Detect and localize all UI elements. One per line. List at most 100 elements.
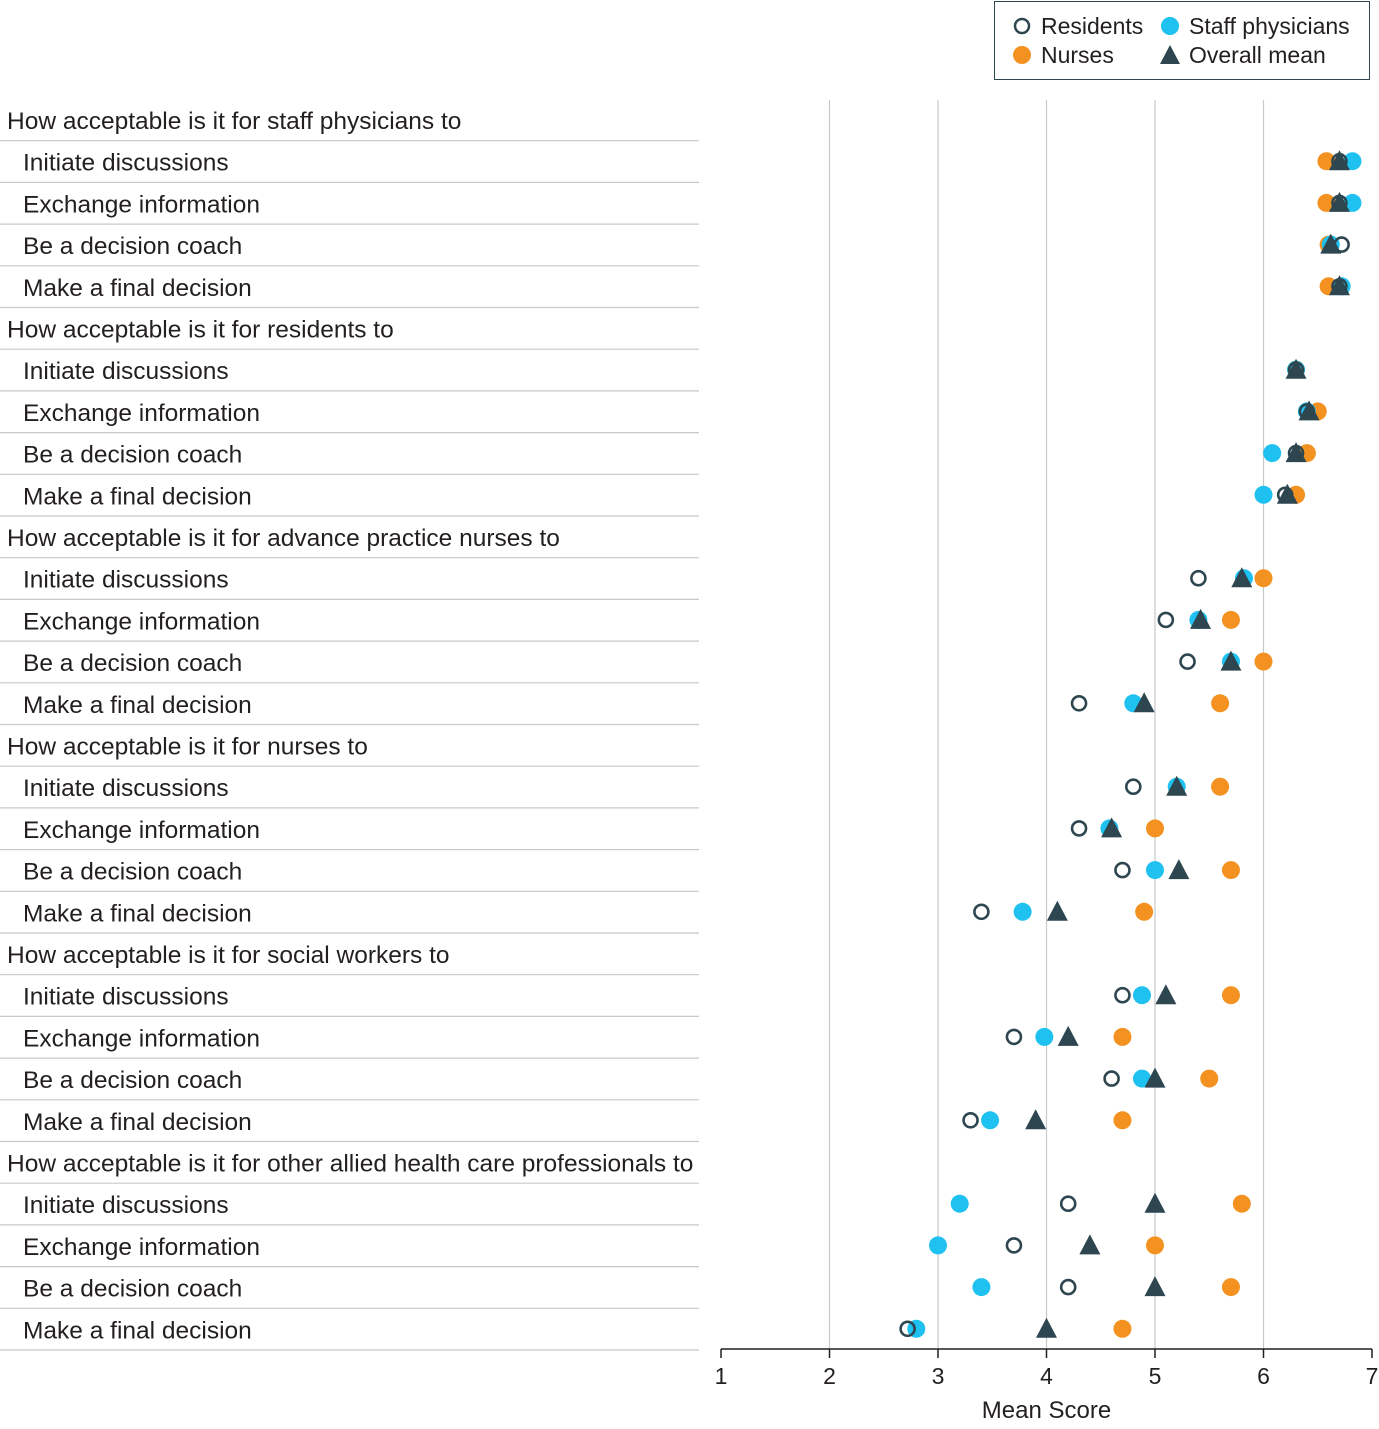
row-label: Exchange information [23, 400, 260, 427]
open-circle-icon [1011, 15, 1033, 37]
point-nurses [1211, 694, 1230, 713]
point-staff-physicians [950, 1194, 969, 1213]
point-residents [962, 1112, 979, 1129]
filled-circle-icon [1011, 44, 1033, 66]
row-label: Be a decision coach [23, 859, 242, 886]
point-overall-mean [1328, 150, 1350, 171]
point-nurses [1146, 819, 1164, 838]
x-tick-label: 7 [1366, 1363, 1379, 1389]
row-label: Make a final decision [23, 900, 252, 927]
row-label: Be a decision coach [23, 1067, 242, 1094]
legend-label-nurses: Nurses [1041, 42, 1114, 68]
point-overall-mean [1320, 233, 1342, 254]
point-overall-mean [1025, 1109, 1047, 1130]
row-label: Initiate discussions [23, 150, 229, 177]
point-residents [1005, 1028, 1023, 1046]
point-residents [1179, 653, 1196, 670]
row-label: Initiate discussions [23, 984, 229, 1011]
point-overall-mean [1220, 650, 1242, 671]
point-staff-physicians [1263, 444, 1282, 463]
point-overall-mean [1190, 608, 1212, 629]
point-residents [1059, 1195, 1077, 1212]
point-staff-physicians [1343, 152, 1362, 171]
row-label: Make a final decision [23, 275, 252, 302]
point-nurses [1113, 1319, 1132, 1338]
row-label: Initiate discussions [23, 358, 229, 385]
x-tick-label: 4 [1040, 1363, 1053, 1389]
triangle-icon [1159, 44, 1181, 66]
x-axis-title: Mean Score [982, 1397, 1111, 1424]
point-residents [899, 1320, 916, 1338]
point-residents [1005, 1237, 1023, 1254]
x-tick-label: 5 [1149, 1363, 1162, 1389]
row-label: Make a final decision [23, 1109, 252, 1136]
point-staff-physicians [981, 1111, 1000, 1130]
point-staff-physicians [1132, 986, 1151, 1005]
point-staff-physicians [1013, 902, 1032, 921]
point-nurses [1113, 1111, 1132, 1130]
point-overall-mean [1168, 859, 1190, 880]
point-nurses [1221, 1278, 1240, 1297]
point-residents [1157, 611, 1175, 629]
row-label: Be a decision coach [23, 233, 242, 260]
legend-label-overall: Overall mean [1189, 42, 1326, 68]
point-overall-mean [1133, 692, 1155, 713]
point-nurses [1254, 652, 1273, 671]
point-staff-physicians [929, 1236, 947, 1255]
point-residents [1059, 1278, 1077, 1296]
point-nurses [1317, 193, 1336, 212]
point-overall-mean [1144, 1192, 1166, 1213]
point-nurses [1200, 1069, 1219, 1088]
point-overall-mean [1285, 442, 1307, 463]
legend-item-staff: Staff physicians [1159, 12, 1350, 40]
row-label: Initiate discussions [23, 775, 229, 802]
point-nurses [1221, 861, 1240, 880]
group-header: How acceptable is it for residents to [7, 317, 394, 344]
point-nurses [1232, 1194, 1251, 1213]
point-overall-mean [1285, 358, 1307, 379]
point-overall-mean [1057, 1025, 1079, 1046]
row-label: Exchange information [23, 608, 260, 635]
point-staff-physicians [1254, 485, 1273, 504]
point-nurses [1135, 902, 1154, 921]
point-staff-physicians [1132, 1069, 1151, 1088]
point-staff-physicians [1146, 861, 1164, 880]
row-label: Exchange information [23, 817, 260, 844]
point-overall-mean [1079, 1234, 1101, 1255]
point-overall-mean [1298, 400, 1320, 421]
legend-label-residents: Residents [1041, 13, 1144, 39]
point-nurses [1113, 1027, 1132, 1046]
row-label: Exchange information [23, 1234, 260, 1261]
point-residents [1114, 861, 1131, 879]
point-residents [1070, 820, 1088, 837]
point-staff-physicians [1035, 1027, 1054, 1046]
group-header: How acceptable is it for staff physician… [7, 108, 461, 135]
point-nurses [1317, 152, 1336, 171]
legend-item-overall: Overall mean [1159, 41, 1326, 69]
point-overall-mean [1036, 1317, 1057, 1338]
point-overall-mean [1328, 191, 1350, 212]
x-tick-label: 6 [1257, 1363, 1270, 1389]
group-header: How acceptable is it for other allied he… [7, 1151, 693, 1178]
point-overall-mean [1155, 984, 1177, 1005]
row-label: Initiate discussions [23, 1192, 229, 1219]
point-overall-mean [1231, 567, 1253, 588]
filled-circle-icon [1159, 15, 1181, 37]
legend: Residents Staff physicians Nurses Overal… [994, 1, 1370, 80]
point-overall-mean [1101, 817, 1123, 838]
point-overall-mean [1328, 275, 1350, 296]
row-label: Make a final decision [23, 483, 252, 510]
point-residents [1114, 986, 1131, 1004]
row-label: Make a final decision [23, 1317, 252, 1344]
point-nurses [1221, 610, 1240, 629]
legend-label-staff: Staff physicians [1189, 13, 1350, 39]
row-label: Make a final decision [23, 692, 252, 719]
row-label: Exchange information [23, 1025, 260, 1052]
point-residents [1103, 1070, 1120, 1087]
row-label: Exchange information [23, 191, 260, 218]
row-label: Be a decision coach [23, 650, 242, 677]
x-tick-label: 1 [715, 1363, 728, 1389]
point-nurses [1254, 569, 1273, 588]
